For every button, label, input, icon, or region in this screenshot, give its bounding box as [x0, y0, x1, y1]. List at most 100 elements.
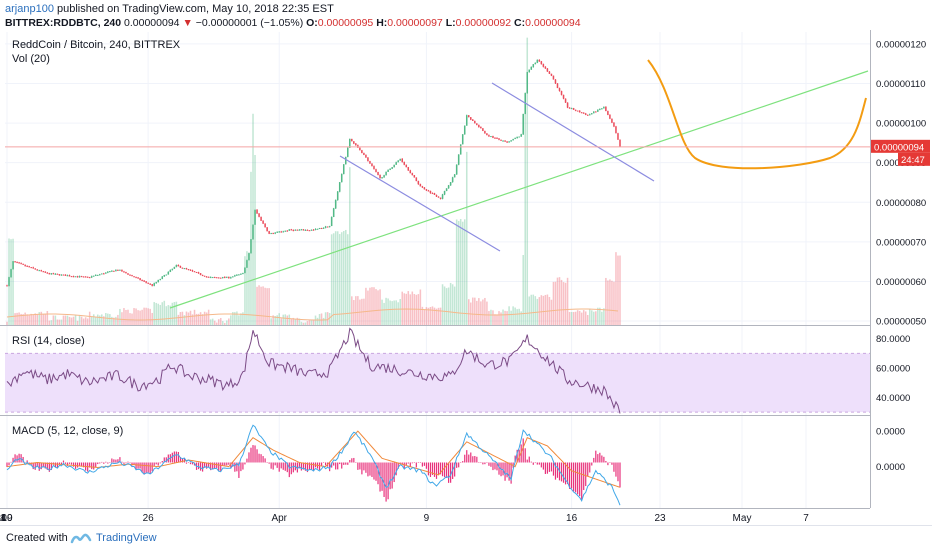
- volume-bar: [445, 288, 448, 325]
- price-tick-label: 0.00000100: [876, 119, 926, 130]
- candle-body: [492, 136, 494, 138]
- candle-body: [70, 276, 73, 278]
- macd-histogram-bar: [367, 462, 369, 477]
- candle-body: [562, 94, 565, 99]
- candle-body: [324, 226, 327, 228]
- time-tick-label: 16: [566, 513, 578, 524]
- macd-histogram-bar: [105, 461, 107, 463]
- volume-bar: [105, 313, 107, 325]
- volume-bar: [145, 307, 147, 325]
- volume-bar: [387, 298, 389, 325]
- macd-label: MACD (5, 12, close, 9): [12, 425, 123, 437]
- macd-histogram-bar: [353, 457, 355, 463]
- volume-bar: [510, 310, 512, 325]
- candle-body: [78, 276, 81, 278]
- volume-bar: [609, 279, 611, 325]
- chart-area[interactable]: 0.000001200.000001100.000001000.00000090…: [0, 30, 932, 525]
- macd-histogram-bar: [197, 462, 200, 470]
- macd-histogram-bar: [391, 462, 393, 489]
- candle-body: [28, 266, 30, 268]
- candle-body: [340, 173, 343, 183]
- volume-bar: [56, 319, 59, 325]
- volume-bar: [328, 312, 331, 325]
- volume-bar: [306, 321, 309, 325]
- macd-histogram-bar: [107, 462, 109, 464]
- author-link[interactable]: arjanp100: [5, 3, 54, 15]
- macd-histogram-bar: [355, 462, 357, 463]
- rsi-line: [6, 327, 621, 414]
- macd-histogram-bar: [347, 462, 349, 465]
- volume-bar: [468, 299, 470, 325]
- macd-histogram-bar: [425, 462, 428, 469]
- candle-body: [224, 276, 226, 278]
- rsi-label: RSI (14, close): [12, 335, 85, 347]
- candle-body: [203, 275, 206, 277]
- chart-svg[interactable]: 0.000001200.000001100.000001000.00000090…: [0, 30, 932, 525]
- time-tick-label: 14: [0, 513, 6, 524]
- volume-bar: [369, 287, 371, 325]
- macd-histogram-bar: [147, 462, 149, 473]
- volume-bar: [199, 312, 202, 325]
- last-price: 0.00000094: [124, 17, 180, 29]
- volume-bar: [407, 291, 410, 325]
- volume-bar: [133, 308, 135, 325]
- candle-body: [468, 115, 470, 118]
- candle-body: [377, 171, 379, 175]
- macd-histogram-bar: [78, 462, 81, 466]
- tradingview-brand[interactable]: TradingView: [70, 530, 157, 546]
- candle-body: [282, 231, 285, 233]
- candle-body: [603, 106, 605, 109]
- macd-histogram-bar: [595, 450, 597, 463]
- volume-bar: [578, 310, 581, 325]
- candle-body: [88, 277, 91, 279]
- macd-histogram-bar: [466, 450, 468, 463]
- macd-histogram-bar: [286, 462, 288, 473]
- candle-body: [353, 141, 355, 144]
- candle-body: [361, 150, 363, 154]
- macd-histogram-bar: [99, 462, 101, 464]
- macd-histogram-bar: [121, 461, 123, 463]
- candle-body: [119, 269, 121, 271]
- candle-body: [441, 194, 444, 199]
- close-value: 0.00000094: [525, 17, 581, 29]
- volume-bar: [221, 321, 224, 325]
- symbol-label: BITTREX:RDDBTC, 240: [5, 17, 122, 29]
- volume-bar: [322, 317, 325, 325]
- macd-histogram-bar: [605, 460, 607, 463]
- volume-bar: [459, 218, 462, 325]
- candle-body: [552, 75, 555, 80]
- macd-histogram-bar: [191, 462, 194, 465]
- macd-histogram-bar: [528, 456, 530, 463]
- macd-histogram-bar: [83, 462, 85, 468]
- volume-bar: [351, 296, 353, 325]
- volume-bar: [484, 297, 486, 325]
- macd-histogram-bar: [226, 462, 228, 466]
- macd-histogram-bar: [62, 460, 65, 463]
- macd-histogram-bar: [331, 462, 333, 468]
- candle-body: [314, 229, 317, 231]
- macd-histogram-bar: [68, 462, 71, 464]
- volume-bar: [191, 314, 194, 325]
- macd-histogram-bar: [506, 462, 508, 478]
- price-change: −0.00000001 (−1.05%): [195, 17, 304, 29]
- candle-body: [153, 283, 155, 286]
- macd-histogram-bar: [482, 462, 484, 465]
- volume-bar: [367, 290, 369, 325]
- candle-body: [405, 164, 408, 168]
- candle-body: [530, 67, 533, 70]
- candle-body: [270, 233, 272, 235]
- volume-bar: [365, 287, 367, 325]
- volume-bar: [542, 295, 545, 325]
- macd-histogram-bar: [40, 462, 42, 470]
- volume-bar: [169, 305, 172, 325]
- macd-histogram-bar: [349, 460, 351, 463]
- candle-body: [407, 167, 410, 171]
- volume-bar: [64, 315, 67, 325]
- close-label: C:: [514, 17, 526, 29]
- macd-histogram-bar: [76, 462, 79, 468]
- volume-bar: [443, 286, 446, 325]
- volume-bar: [70, 317, 73, 325]
- volume-bar: [310, 320, 313, 325]
- candle-body: [8, 277, 10, 287]
- candle-body: [550, 73, 553, 76]
